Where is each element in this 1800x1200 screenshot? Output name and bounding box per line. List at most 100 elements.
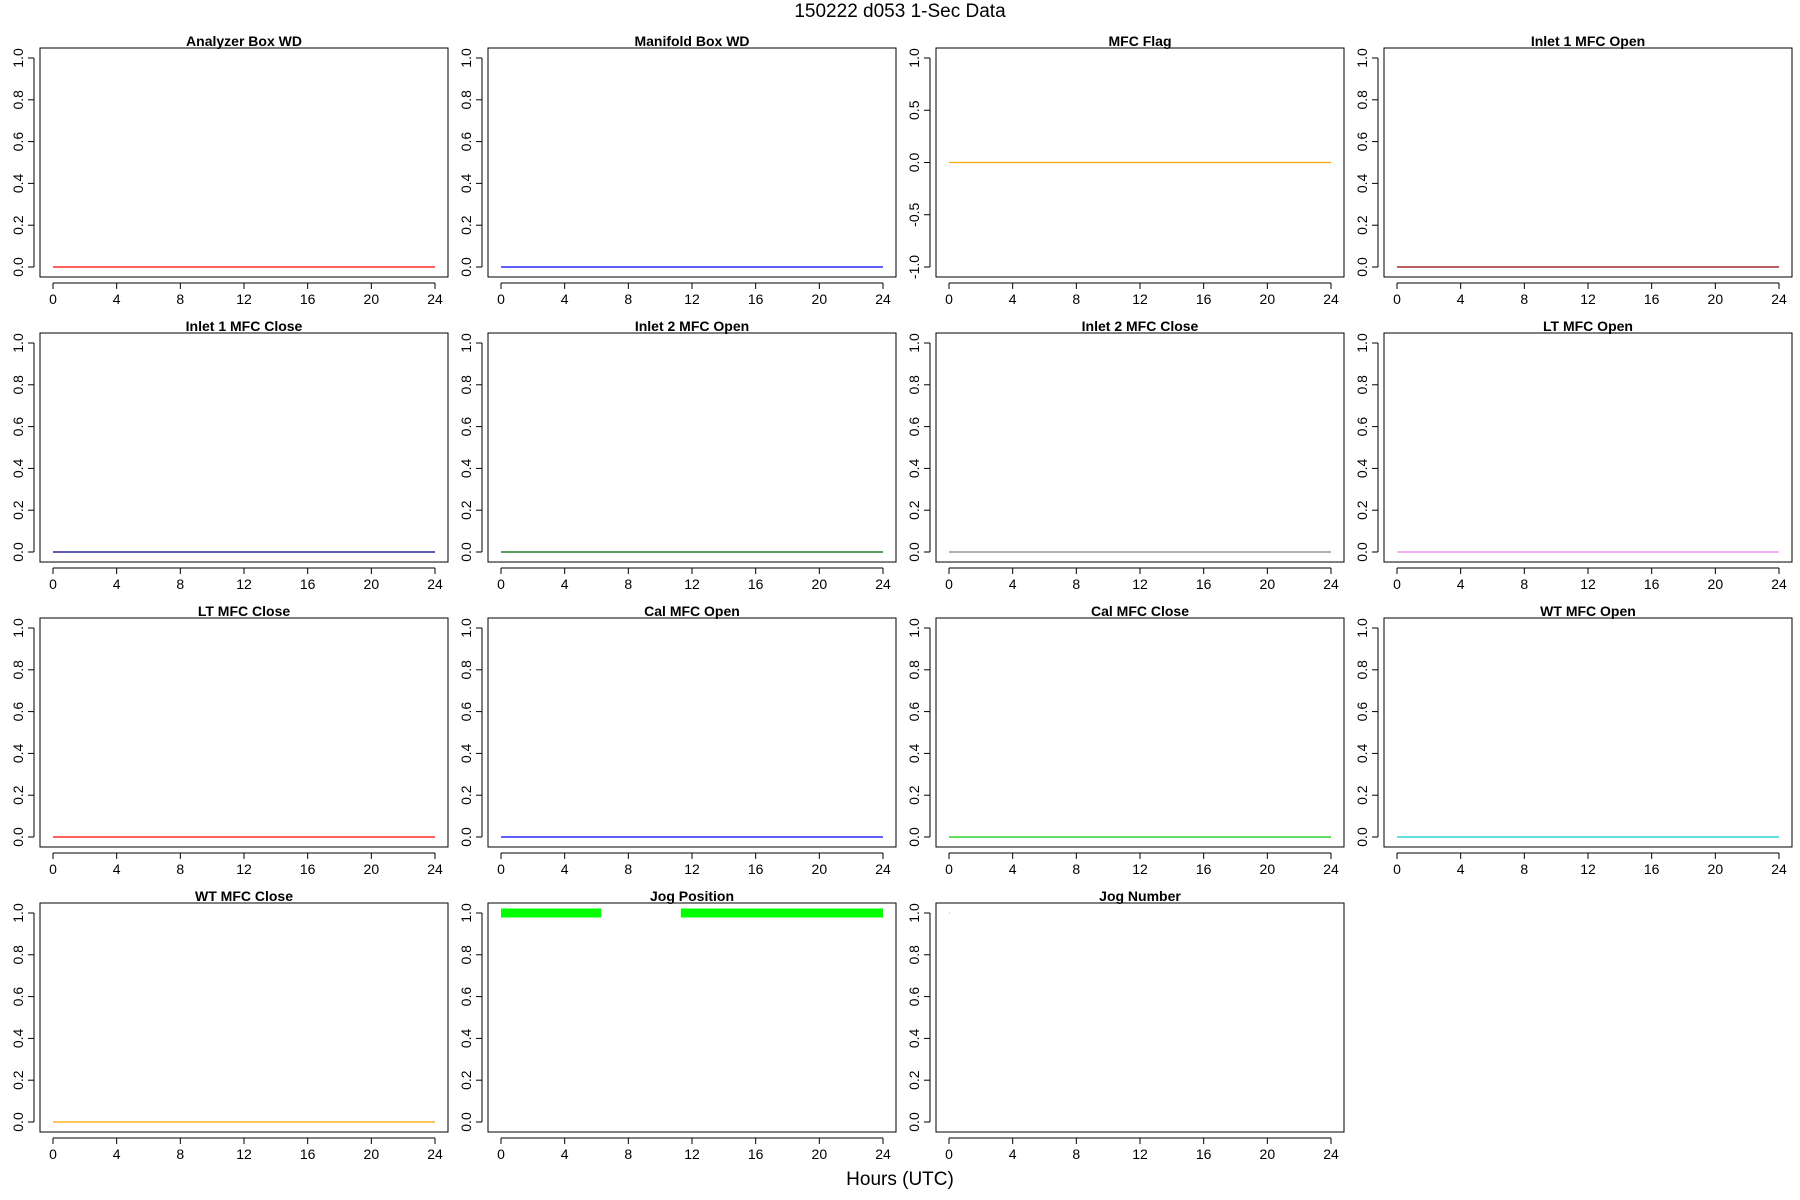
y-tick-label: 0.8 xyxy=(10,375,26,395)
x-tick-label: 20 xyxy=(812,291,828,307)
x-tick-label: 24 xyxy=(1323,1146,1339,1162)
x-tick-label: 4 xyxy=(561,291,569,307)
y-tick-label: 1.0 xyxy=(906,618,922,638)
x-tick-label: 20 xyxy=(1260,291,1276,307)
y-tick-label: 0.2 xyxy=(906,500,922,520)
y-tick-label: 0.2 xyxy=(906,785,922,805)
x-tick-label: 12 xyxy=(684,861,700,877)
y-tick-label: 0.6 xyxy=(906,987,922,1007)
panel-title: WT MFC Close xyxy=(195,888,293,904)
y-tick-label: 0.6 xyxy=(458,987,474,1007)
y-tick-label: 0.2 xyxy=(458,215,474,235)
plot-frame xyxy=(487,47,897,278)
panel-title: LT MFC Open xyxy=(1543,318,1633,334)
x-tick-label: 8 xyxy=(176,291,184,307)
y-tick-label: 0.8 xyxy=(458,945,474,965)
y-tick-label: 1.0 xyxy=(10,618,26,638)
y-tick-label: 0.0 xyxy=(10,827,26,847)
y-tick-label: 0.0 xyxy=(458,542,474,562)
x-tick-label: 24 xyxy=(875,291,891,307)
y-tick-label: 1.0 xyxy=(458,618,474,638)
y-tick-label: 0.4 xyxy=(458,173,474,193)
y-tick-label: 0.5 xyxy=(906,100,922,120)
x-tick-label: 20 xyxy=(1260,861,1276,877)
plot-frame xyxy=(935,332,1345,563)
y-tick-label: 0.2 xyxy=(10,1070,26,1090)
y-tick-label: 0.4 xyxy=(10,458,26,478)
x-tick-label: 4 xyxy=(113,861,121,877)
x-tick-label: 12 xyxy=(1580,291,1596,307)
plot-frame xyxy=(935,617,1345,848)
panel-title: Analyzer Box WD xyxy=(186,33,302,49)
panel-title: Jog Number xyxy=(1099,888,1181,904)
y-tick-label: 0.0 xyxy=(10,257,26,277)
x-tick-label: 8 xyxy=(1072,861,1080,877)
y-tick-label: 0.4 xyxy=(1354,173,1370,193)
x-tick-label: 4 xyxy=(1009,291,1017,307)
y-tick-label: 0.8 xyxy=(10,945,26,965)
y-tick-label: 1.0 xyxy=(906,333,922,353)
x-tick-label: 16 xyxy=(1644,576,1660,592)
y-tick-label: 0.0 xyxy=(906,542,922,562)
y-tick-label: 0.2 xyxy=(458,500,474,520)
x-tick-label: 0 xyxy=(1393,861,1401,877)
x-tick-label: 24 xyxy=(875,576,891,592)
x-tick-label: 24 xyxy=(427,576,443,592)
plot-frame xyxy=(39,47,449,278)
plot-frame xyxy=(935,902,1345,1133)
x-tick-label: 20 xyxy=(364,861,380,877)
panel-title: Jog Position xyxy=(650,888,734,904)
x-tick-label: 8 xyxy=(1072,1146,1080,1162)
y-tick-label: 0.6 xyxy=(1354,417,1370,437)
x-tick-label: 16 xyxy=(748,861,764,877)
y-tick-label: 0.8 xyxy=(458,90,474,110)
x-tick-label: 0 xyxy=(945,861,953,877)
x-tick-label: 12 xyxy=(684,576,700,592)
y-tick-label: 0.2 xyxy=(10,215,26,235)
y-tick-label: 0.8 xyxy=(1354,90,1370,110)
y-tick-label: 0.4 xyxy=(10,1028,26,1048)
y-tick-label: 1.0 xyxy=(458,333,474,353)
x-tick-label: 20 xyxy=(1708,576,1724,592)
x-tick-label: 4 xyxy=(113,1146,121,1162)
x-axis-label: Hours (UTC) xyxy=(846,1169,954,1190)
chart-panel: WT MFC Open 0 4 8 12 16 20 24 0.0 0.2 0.4 0.6 0.8 1.0 xyxy=(1354,603,1793,877)
plot-frame xyxy=(1383,332,1793,563)
panel-title: Inlet 2 MFC Close xyxy=(1082,318,1199,334)
x-tick-label: 12 xyxy=(236,1146,252,1162)
plot-frame xyxy=(39,902,449,1133)
y-tick-label: 1.0 xyxy=(906,48,922,68)
y-tick-label: 1.0 xyxy=(10,48,26,68)
y-tick-label: 0.4 xyxy=(1354,458,1370,478)
y-tick-label: 0.0 xyxy=(1354,542,1370,562)
chart-panel: Manifold Box WD 0 4 8 12 16 20 24 0.0 0.2 0.4 0.6 0.… xyxy=(458,33,897,307)
y-tick-label: 0.8 xyxy=(10,90,26,110)
x-tick-label: 4 xyxy=(1457,861,1465,877)
x-tick-label: 24 xyxy=(875,1146,891,1162)
y-tick-label: 0.0 xyxy=(1354,827,1370,847)
y-tick-label: 1.0 xyxy=(906,903,922,923)
x-tick-label: 0 xyxy=(497,861,505,877)
x-tick-label: 8 xyxy=(176,576,184,592)
x-tick-label: 4 xyxy=(1009,576,1017,592)
x-tick-label: 20 xyxy=(1260,1146,1276,1162)
y-tick-label: 0.8 xyxy=(906,945,922,965)
y-tick-label: 0.2 xyxy=(1354,215,1370,235)
panel-title: MFC Flag xyxy=(1109,33,1172,49)
x-tick-label: 0 xyxy=(497,1146,505,1162)
x-tick-label: 0 xyxy=(49,576,57,592)
y-tick-label: 1.0 xyxy=(458,48,474,68)
chart-panel: Analyzer Box WD 0 4 8 12 16 20 24 0.0 0.2 0.4 0.6 0.… xyxy=(10,33,449,307)
y-tick-label: 0.8 xyxy=(1354,375,1370,395)
y-tick-label: 0.8 xyxy=(458,375,474,395)
y-tick-label: 0.4 xyxy=(458,743,474,763)
x-tick-label: 8 xyxy=(624,1146,632,1162)
x-tick-label: 24 xyxy=(1323,861,1339,877)
plot-frame xyxy=(1383,617,1793,848)
chart-panel: Inlet 1 MFC Open 0 4 8 12 16 20 24 0.0 0.2 0.4 0.6 0… xyxy=(1354,33,1793,307)
x-tick-label: 24 xyxy=(1771,576,1787,592)
plot-frame xyxy=(935,47,1345,278)
x-tick-label: 4 xyxy=(561,576,569,592)
x-tick-label: 8 xyxy=(176,1146,184,1162)
panel-title: Inlet 2 MFC Open xyxy=(635,318,749,334)
